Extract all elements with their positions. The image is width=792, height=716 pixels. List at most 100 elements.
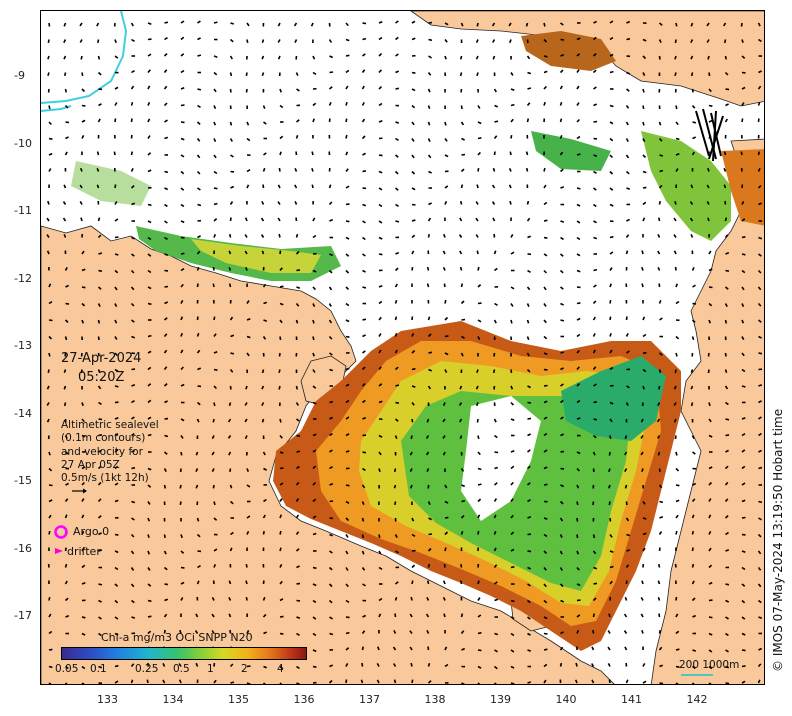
velocity-arrow — [213, 218, 218, 222]
velocity-arrow — [592, 366, 597, 371]
map-frame[interactable]: 27-Apr-2024 05:20Z Altimetric sealevel (… — [40, 10, 765, 685]
velocity-arrow — [213, 121, 217, 126]
velocity-arrow — [213, 71, 218, 76]
velocity-arrow — [244, 250, 248, 255]
velocity-arrow — [114, 102, 118, 106]
velocity-arrow — [492, 39, 496, 43]
velocity-arrow — [708, 302, 713, 307]
velocity-arrow — [725, 665, 730, 669]
velocity-arrow — [362, 53, 366, 57]
velocity-arrow — [725, 616, 729, 620]
velocity-arrow — [757, 85, 762, 90]
velocity-arrow — [393, 468, 397, 473]
velocity-arrow — [741, 632, 746, 636]
velocity-arrow — [296, 434, 301, 437]
velocity-arrow — [312, 385, 317, 389]
velocity-arrow — [576, 302, 581, 305]
velocity-arrow — [657, 435, 661, 439]
velocity-arrow — [559, 69, 564, 74]
velocity-arrow — [296, 286, 301, 290]
velocity-arrow — [626, 71, 631, 75]
velocity-arrow — [758, 500, 763, 504]
velocity-arrow — [741, 39, 744, 44]
velocity-arrow — [560, 54, 565, 57]
velocity-arrow — [692, 482, 697, 486]
velocity-arrow — [229, 217, 232, 222]
velocity-arrow — [213, 402, 216, 407]
velocity-arrow — [592, 597, 597, 602]
velocity-arrow — [180, 187, 185, 191]
velocity-arrow — [362, 318, 367, 321]
velocity-arrow — [510, 286, 515, 290]
velocity-arrow — [81, 466, 86, 470]
velocity-arrow — [376, 663, 380, 667]
velocity-arrow — [48, 451, 51, 456]
velocity-arrow — [180, 53, 185, 57]
velocity-arrow — [64, 104, 69, 109]
velocity-arrow — [345, 134, 348, 139]
velocity-arrow — [411, 138, 415, 142]
velocity-arrow — [508, 22, 512, 27]
velocity-arrow — [428, 202, 432, 206]
velocity-arrow — [47, 200, 50, 205]
velocity-arrow — [378, 434, 383, 438]
velocity-arrow — [494, 120, 499, 123]
velocity-arrow — [609, 267, 613, 271]
velocity-arrow — [48, 137, 53, 140]
velocity-arrow — [444, 335, 449, 338]
velocity-arrow — [494, 434, 498, 439]
velocity-arrow — [477, 597, 481, 601]
velocity-arrow — [690, 55, 694, 60]
velocity-arrow — [361, 517, 365, 522]
velocity-arrow — [576, 253, 581, 257]
colorbar-tick-label: 0.5 — [173, 663, 190, 675]
velocity-arrow — [442, 418, 446, 423]
velocity-arrow — [476, 22, 479, 27]
velocity-arrow — [477, 483, 482, 486]
velocity-arrow — [411, 679, 414, 684]
velocity-arrow — [211, 435, 215, 439]
velocity-arrow — [162, 679, 166, 684]
velocity-arrow — [675, 137, 680, 141]
velocity-arrow — [428, 533, 433, 536]
velocity-arrow — [378, 316, 382, 321]
velocity-arrow — [692, 121, 697, 124]
velocity-arrow — [741, 303, 745, 308]
velocity-arrow — [640, 613, 644, 618]
velocity-arrow — [708, 632, 713, 636]
velocity-arrow — [147, 630, 152, 635]
velocity-arrow — [642, 186, 647, 189]
velocity-arrow — [758, 647, 763, 651]
map-canvas[interactable] — [41, 11, 765, 685]
velocity-arrow — [625, 250, 629, 255]
velocity-arrow — [377, 646, 380, 651]
velocity-arrow — [47, 369, 50, 374]
velocity-arrow — [444, 154, 449, 158]
velocity-arrow — [147, 550, 151, 555]
velocity-arrow — [63, 55, 67, 60]
velocity-arrow — [362, 269, 366, 273]
velocity-arrow — [576, 135, 581, 140]
velocity-arrow — [147, 534, 150, 539]
velocity-arrow — [361, 102, 365, 106]
velocity-arrow — [560, 599, 565, 603]
velocity-arrow — [246, 515, 251, 519]
velocity-arrow — [81, 632, 86, 636]
velocity-arrow — [560, 416, 564, 420]
velocity-arrow — [393, 630, 397, 634]
velocity-arrow — [658, 385, 661, 390]
velocity-arrow — [758, 70, 762, 74]
velocity-arrow — [164, 285, 169, 288]
velocity-scale-arrowhead — [83, 488, 87, 494]
velocity-arrow — [492, 217, 496, 222]
velocity-arrow — [675, 630, 680, 635]
colorbar-tick-label: 0.1 — [90, 663, 107, 675]
velocity-arrow — [130, 185, 135, 189]
velocity-arrow — [510, 450, 515, 453]
velocity-arrow — [689, 201, 694, 205]
velocity-arrow — [263, 665, 268, 669]
velocity-arrow — [576, 269, 581, 273]
velocity-arrow — [560, 220, 565, 223]
velocity-arrow — [724, 118, 728, 123]
velocity-arrow — [724, 352, 727, 357]
